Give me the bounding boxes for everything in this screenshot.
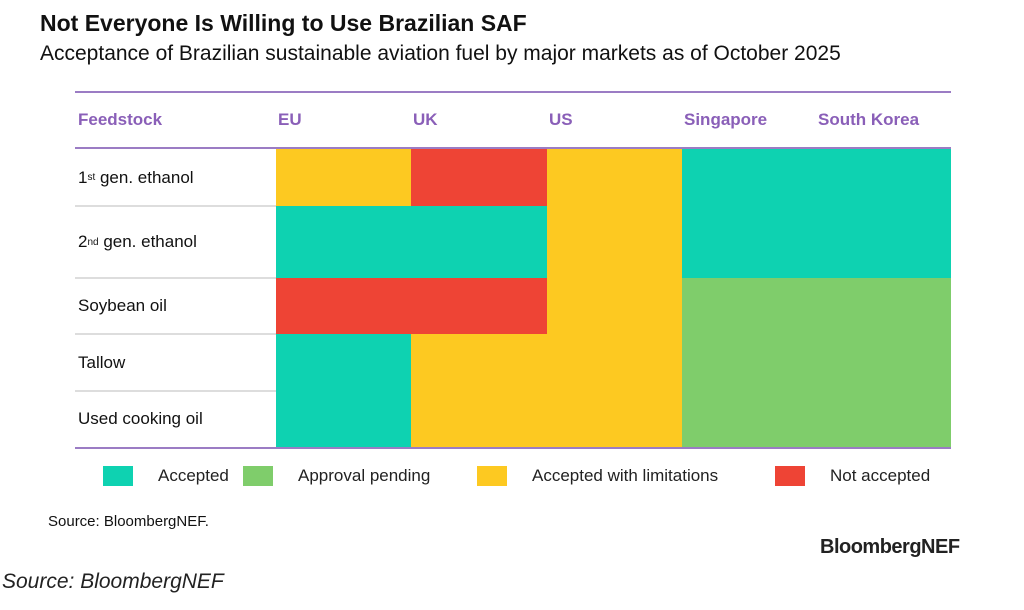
legend-item-pending: Approval pending [243, 466, 430, 486]
bloombergnef-logo: BloombergNEF [820, 536, 960, 558]
cell-limited [411, 391, 547, 447]
cell-limited [411, 334, 547, 391]
row-divider [75, 390, 276, 392]
row-label: Used cooking oil [78, 409, 203, 428]
column-header: US [549, 110, 573, 129]
cell-limited [547, 334, 682, 391]
legend-item-not: Not accepted [775, 466, 930, 486]
cell-limited [276, 149, 411, 206]
cell-pending [816, 278, 951, 334]
legend-swatch [103, 466, 133, 486]
source-note: Source: BloombergNEF. [48, 513, 209, 530]
row-divider [75, 277, 276, 279]
cell-pending [816, 391, 951, 447]
cell-limited [547, 278, 682, 334]
top-rule [75, 91, 951, 93]
cell-accepted [411, 206, 547, 278]
column-header: South Korea [818, 110, 920, 129]
caption: Source: BloombergNEF [2, 570, 224, 593]
legend-swatch [775, 466, 805, 486]
legend-label: Accepted with limitations [532, 466, 719, 485]
cell-not [411, 278, 547, 334]
cell-pending [682, 334, 816, 391]
row-divider [75, 333, 276, 335]
cell-accepted [816, 206, 951, 278]
column-header: UK [413, 110, 438, 129]
cell-limited [547, 149, 682, 206]
legend-label: Accepted [158, 466, 229, 485]
legend-item-accepted: Accepted [103, 466, 229, 486]
legend-label: Not accepted [830, 466, 931, 485]
cell-accepted [816, 149, 951, 206]
header-rule [75, 147, 951, 149]
row-label: Tallow [78, 352, 126, 372]
legend-swatch [243, 466, 273, 486]
chart-subtitle: Acceptance of Brazilian sustainable avia… [40, 42, 841, 65]
cell-accepted [682, 206, 816, 278]
cell-accepted [276, 391, 411, 447]
row-header: Feedstock [78, 110, 163, 129]
row-divider [75, 205, 276, 207]
legend-swatch [477, 466, 507, 486]
cell-limited [547, 206, 682, 278]
column-header: EU [278, 110, 302, 129]
cell-pending [816, 334, 951, 391]
cell-accepted [276, 206, 411, 278]
legend-label: Approval pending [298, 466, 431, 485]
cell-not [276, 278, 411, 334]
cell-pending [682, 278, 816, 334]
row-label: Soybean oil [78, 296, 167, 315]
cell-accepted [682, 149, 816, 206]
cell-accepted [276, 334, 411, 391]
cell-pending [682, 391, 816, 447]
chart-title: Not Everyone Is Willing to Use Brazilian… [40, 10, 527, 36]
column-header: Singapore [684, 110, 768, 129]
cell-limited [547, 391, 682, 447]
cell-not [411, 149, 547, 206]
legend-item-limited: Accepted with limitations [477, 466, 718, 486]
bottom-rule [75, 447, 951, 449]
